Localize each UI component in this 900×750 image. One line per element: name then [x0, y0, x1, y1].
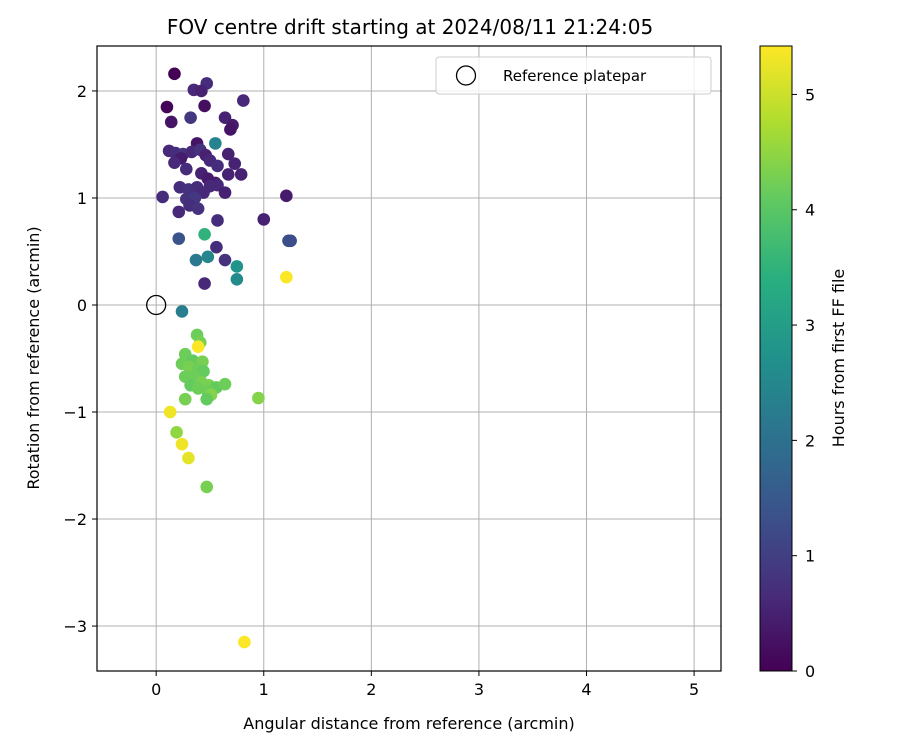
x-tick-label: 0 — [151, 680, 161, 699]
data-point — [209, 137, 222, 150]
data-point — [191, 202, 205, 215]
data-point — [172, 205, 186, 219]
colorbar-tick-label: 4 — [805, 201, 815, 220]
chart-title: FOV centre drift starting at 2024/08/11 … — [167, 15, 653, 39]
colorbar-tick-label: 2 — [805, 431, 815, 450]
x-tick-label: 5 — [689, 680, 699, 699]
data-point — [156, 190, 169, 204]
data-point — [168, 67, 181, 81]
data-point — [221, 168, 235, 181]
y-tick-label: −1 — [63, 403, 87, 422]
data-point — [238, 635, 251, 649]
x-tick-label: 3 — [474, 680, 484, 699]
data-points — [156, 67, 297, 649]
data-point — [198, 277, 211, 290]
x-tick-label: 4 — [581, 680, 591, 699]
data-point — [200, 480, 214, 494]
data-point — [201, 250, 215, 264]
legend-marker-icon — [455, 65, 477, 86]
x-axis: 0 1 2 3 4 5 — [151, 671, 699, 699]
reference-marker — [146, 294, 167, 316]
data-point — [170, 426, 183, 439]
y-axis-label: Rotation from reference (arcmin) — [24, 226, 43, 489]
x-tick-label: 1 — [259, 680, 269, 699]
data-point — [195, 84, 208, 98]
data-point — [218, 253, 232, 267]
reference-point — [146, 294, 167, 316]
data-point — [198, 99, 211, 113]
data-point — [191, 340, 205, 354]
y-tick-label: 2 — [77, 82, 87, 101]
colorbar-tick-label: 1 — [805, 547, 815, 566]
data-point — [230, 273, 244, 286]
colorbar-label: Hours from first FF file — [829, 269, 848, 448]
data-point — [191, 382, 205, 395]
data-point — [234, 168, 248, 181]
data-point — [230, 260, 244, 273]
colorbar-ticks: 0 1 2 3 4 5 — [792, 85, 815, 681]
y-axis: −3 −2 −1 0 1 2 — [63, 82, 97, 636]
data-point — [179, 162, 193, 176]
data-point — [163, 405, 177, 419]
data-point — [182, 451, 195, 465]
colorbar-gradient — [759, 45, 793, 672]
data-point — [218, 186, 232, 199]
data-point — [221, 147, 235, 161]
colorbar-tick-label: 0 — [805, 662, 815, 681]
x-axis-label: Angular distance from reference (arcmin) — [243, 714, 574, 733]
data-point — [211, 159, 224, 173]
data-point — [175, 437, 189, 451]
data-point — [218, 377, 232, 391]
data-point — [200, 392, 214, 406]
data-point — [228, 157, 242, 171]
data-point — [175, 305, 189, 318]
data-point — [160, 100, 174, 114]
data-point — [168, 156, 181, 169]
y-tick-label: 0 — [77, 296, 87, 315]
colorbar-tick-label: 5 — [805, 85, 815, 104]
y-tick-label: −2 — [63, 510, 87, 529]
data-point — [189, 253, 203, 267]
data-point — [178, 392, 192, 406]
data-point — [210, 240, 223, 254]
data-point — [184, 111, 197, 125]
data-point — [211, 214, 224, 227]
data-point — [164, 115, 178, 129]
legend-label: Reference platepar — [503, 67, 647, 85]
data-point — [257, 213, 271, 226]
data-point — [252, 391, 265, 405]
plot-area-frame — [96, 45, 722, 672]
colorbar-tick-label: 3 — [805, 316, 815, 335]
data-point — [280, 189, 293, 203]
data-point — [237, 94, 250, 107]
legend-box — [435, 56, 712, 95]
y-tick-label: −3 — [63, 617, 87, 636]
data-point — [280, 270, 293, 284]
data-point — [197, 365, 210, 378]
legend: Reference platepar — [435, 56, 712, 95]
data-point — [284, 234, 297, 248]
y-tick-label: 1 — [77, 189, 87, 208]
data-point — [224, 123, 237, 136]
data-point — [172, 232, 186, 245]
x-tick-label: 2 — [366, 680, 376, 699]
data-point — [198, 228, 211, 241]
colorbar: 0 1 2 3 4 5 Hours from first FF file — [759, 45, 848, 681]
